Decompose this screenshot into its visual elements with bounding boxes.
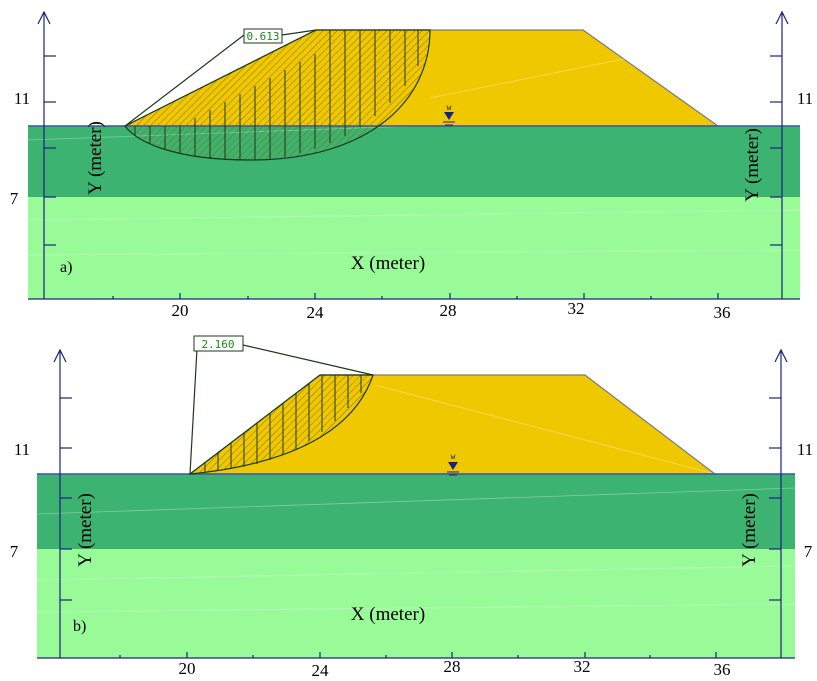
fos-value: 2.160 xyxy=(201,338,234,351)
y-axis-left xyxy=(53,348,72,658)
panel-label: a) xyxy=(60,259,72,276)
y-axis-label-left: Y (meter) xyxy=(75,493,96,567)
slice-lines xyxy=(204,375,362,472)
water-marker-icon xyxy=(444,112,454,120)
y-axis-label-left: Y (meter) xyxy=(85,121,106,195)
x-axis-label: X (meter) xyxy=(351,604,425,625)
y-axis-left xyxy=(37,10,56,299)
fos-value: 0.613 xyxy=(246,30,279,43)
fos-box xyxy=(193,335,244,352)
x-axis-label: X (meter) xyxy=(351,253,425,274)
water-marker-label: w xyxy=(447,103,452,112)
slip-surface xyxy=(187,374,374,475)
y-tick-label-right: 11 xyxy=(797,89,813,108)
slip-surface xyxy=(124,29,431,161)
y-tick-label-left: 7 xyxy=(10,189,19,208)
x-tick-label: 36 xyxy=(714,660,731,679)
fos-box xyxy=(243,28,283,44)
water-marker-label: w xyxy=(451,452,456,461)
x-tick-label: 28 xyxy=(444,657,461,676)
x-tick-label: 28 xyxy=(440,301,457,320)
x-tick-label: 20 xyxy=(172,301,189,320)
y-tick-label-right: 11 xyxy=(797,440,813,459)
slice-lines xyxy=(134,30,419,160)
y-axis-label-right: Y (meter) xyxy=(739,493,760,567)
x-tick-label: 32 xyxy=(574,657,591,676)
y-tick-label-left: 11 xyxy=(14,440,30,459)
lower-soil-layer xyxy=(28,197,800,299)
panel-b: 2.160 w xyxy=(10,335,813,680)
x-tick-label: 36 xyxy=(714,303,731,322)
panel-a: 0.613 w xyxy=(10,10,813,322)
x-tick-label: 24 xyxy=(312,661,330,680)
faint-grid xyxy=(36,487,796,613)
y-axis-right xyxy=(769,348,788,658)
water-marker-icon xyxy=(448,462,458,470)
panel-label: b) xyxy=(73,618,86,635)
lower-soil-layer xyxy=(37,549,795,658)
y-axis-label-right: Y (meter) xyxy=(742,128,763,202)
x-axis xyxy=(28,293,800,300)
y-axis-right xyxy=(770,10,789,299)
y-tick-label-left: 11 xyxy=(14,89,30,108)
x-tick-label: 24 xyxy=(307,303,325,322)
y-tick-label-left: 7 xyxy=(10,542,19,561)
x-tick-label: 20 xyxy=(179,659,196,678)
y-tick-label-right: 7 xyxy=(804,542,813,561)
upper-soil-layer xyxy=(37,474,795,549)
x-tick-label: 32 xyxy=(568,299,585,318)
x-axis xyxy=(37,652,795,659)
